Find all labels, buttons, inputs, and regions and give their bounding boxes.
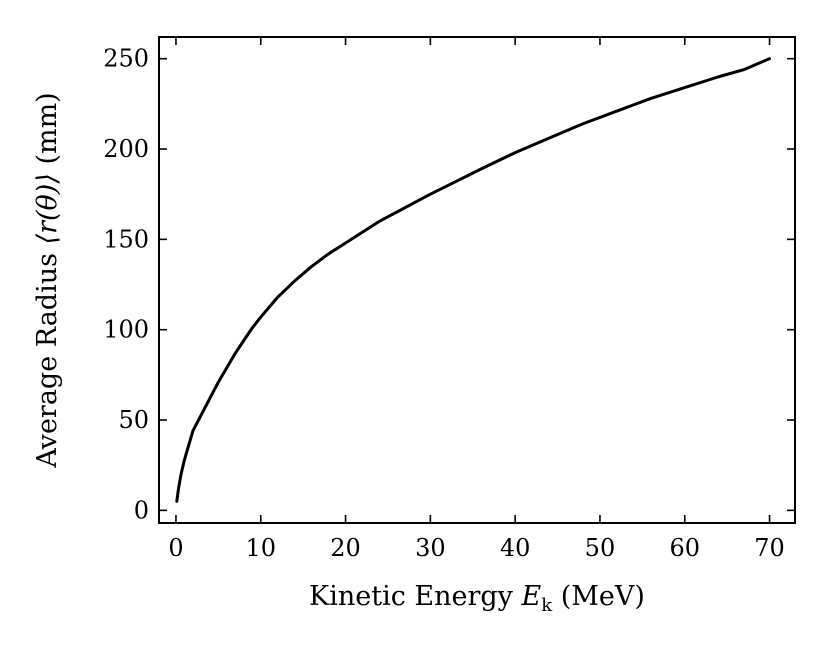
plot-frame	[158, 36, 796, 524]
y-tick-label: 150	[103, 225, 149, 253]
y-tick-label: 250	[103, 45, 149, 73]
x-tick-label: 50	[585, 534, 616, 562]
ticks-layer: 0 10 20 30 40 50 60 70 0 50 100 150 200 250	[103, 37, 795, 562]
x-tick-label: 70	[754, 534, 785, 562]
x-tick-label: 60	[669, 534, 700, 562]
y-tick-label: 100	[103, 316, 149, 344]
series-layer	[175, 57, 772, 503]
y-axis-label: Average Radius ⟨r(θ)⟩ (mm)	[32, 92, 63, 468]
x-tick-label: 20	[330, 534, 361, 562]
y-tick-label: 0	[134, 496, 149, 524]
x-axis-label: Kinetic Energy Ek (MeV)	[309, 581, 645, 616]
x-tick-label: 10	[245, 534, 276, 562]
x-tick-label: 30	[415, 534, 446, 562]
x-axis-label-symbol: E	[521, 581, 542, 612]
y-tick-label: 50	[118, 406, 149, 434]
y-axis-label-expr: ⟨r(θ)⟩	[32, 173, 63, 244]
x-axis-label-prefix: Kinetic Energy	[309, 581, 521, 612]
x-axis-label-subscript: k	[541, 595, 553, 616]
y-axis-label-unit: (mm)	[32, 92, 63, 173]
series-line-0	[175, 57, 772, 503]
y-axis-label-prefix: Average Radius	[32, 244, 63, 468]
y-tick-label: 200	[103, 135, 149, 163]
x-tick-label: 40	[500, 534, 531, 562]
x-axis-label-unit: (MeV)	[552, 581, 645, 612]
x-tick-label: 0	[168, 534, 183, 562]
